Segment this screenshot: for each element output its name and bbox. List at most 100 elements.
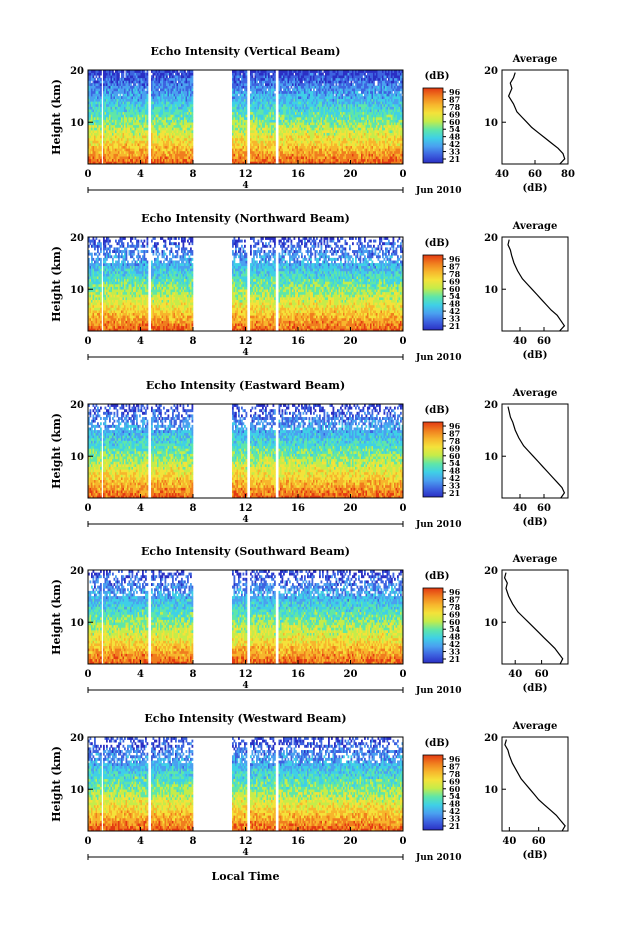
colorbar-tick-label: 96 [449, 87, 461, 97]
colorbar [422, 87, 444, 164]
y-tick-label: 10 [70, 285, 84, 296]
panel-1: Echo Intensity (Vertical Beam) 20 10 Height… [50, 45, 575, 196]
colorbar-tick-label: 48 [449, 466, 461, 476]
colorbar [422, 254, 444, 331]
y-tick-label: 20 [70, 66, 84, 77]
date-label: Jun 2010 [415, 353, 462, 363]
panel-3: Echo Intensity (Eastward Beam) 20 10 Height… [50, 379, 569, 530]
avg-y-tick-label: 10 [484, 118, 498, 129]
colorbar-tick-label: 54 [449, 458, 461, 468]
x-tick-label: 16 [291, 669, 305, 680]
average-x-label: (dB) [523, 683, 548, 694]
avg-x-tick-label: 40 [508, 669, 522, 680]
colorbar-tick-label: 69 [449, 609, 461, 619]
day-label: 4 [242, 681, 248, 691]
average-title: Average [512, 721, 558, 732]
colorbar-tick-label: 60 [449, 117, 461, 127]
x-tick-label: 4 [137, 669, 144, 680]
x-tick-label: 20 [344, 503, 358, 514]
avg-y-tick-label: 20 [484, 233, 498, 244]
heatmap [88, 70, 404, 165]
colorbar-tick-label: 54 [449, 124, 461, 134]
x-tick-label: 8 [190, 169, 197, 180]
avg-y-tick-label: 10 [484, 285, 498, 296]
x-tick-label: 12 [239, 669, 253, 680]
x-tick-label: 0 [400, 169, 407, 180]
heatmap [88, 237, 404, 332]
average-profile-line [507, 406, 566, 499]
avg-x-tick-label: 60 [532, 836, 546, 847]
colorbar-tick-label: 42 [449, 139, 460, 149]
colorbar-tick-label: 21 [449, 821, 460, 831]
colorbar-tick-label: 96 [449, 421, 461, 431]
y-tick-label: 20 [70, 233, 84, 244]
colorbar-tick-label: 60 [449, 451, 461, 461]
date-label: Jun 2010 [415, 520, 462, 530]
colorbar-unit: (dB) [425, 405, 450, 416]
colorbar-tick-label: 54 [449, 791, 461, 801]
average-profile-line [507, 72, 566, 165]
colorbar-tick-label: 60 [449, 284, 461, 294]
panel-5: Echo Intensity (Westward Beam) 20 10 Height… [50, 712, 569, 863]
x-tick-label: 0 [400, 836, 407, 847]
colorbar [422, 421, 444, 498]
x-tick-label: 8 [190, 669, 197, 680]
colorbar-tick-label: 96 [449, 587, 461, 597]
colorbar-tick-label: 87 [449, 261, 460, 271]
colorbar-tick-label: 21 [449, 654, 460, 664]
avg-y-tick-label: 10 [484, 785, 498, 796]
colorbar-tick-label: 33 [449, 814, 461, 824]
colorbar-tick-label: 42 [449, 806, 460, 816]
colorbar-tick-label: 96 [449, 254, 461, 264]
avg-y-tick-label: 20 [484, 566, 498, 577]
date-label: Jun 2010 [415, 686, 462, 696]
colorbar-tick-label: 21 [449, 321, 460, 331]
average-frame [501, 569, 569, 665]
day-label: 4 [242, 848, 248, 858]
colorbar-unit: (dB) [425, 71, 450, 82]
colorbar-tick-label: 54 [449, 291, 461, 301]
x-tick-label: 0 [85, 169, 92, 180]
heatmap [88, 737, 404, 832]
colorbar-tick-label: 33 [449, 147, 461, 157]
y-tick-label: 10 [70, 618, 84, 629]
average-title: Average [512, 54, 558, 65]
colorbar-tick-label: 21 [449, 154, 460, 164]
panel-title: Echo Intensity (Northward Beam) [141, 212, 350, 225]
x-tick-label: 20 [344, 336, 358, 347]
x-tick-label: 0 [85, 669, 92, 680]
colorbar-tick-label: 69 [449, 776, 461, 786]
colorbar-tick-label: 42 [449, 473, 460, 483]
colorbar-unit: (dB) [425, 738, 450, 749]
x-tick-label: 12 [239, 336, 253, 347]
average-frame [501, 403, 569, 499]
panel-4: Echo Intensity (Southward Beam) 20 10 Heigh… [50, 545, 569, 696]
colorbar-tick-label: 69 [449, 276, 461, 286]
colorbar-tick-label: 48 [449, 132, 461, 142]
x-tick-label: 16 [291, 836, 305, 847]
colorbar-unit: (dB) [425, 238, 450, 249]
average-x-label: (dB) [523, 850, 548, 861]
colorbar-tick-label: 69 [449, 443, 461, 453]
y-axis-label: Height (km) [50, 746, 63, 822]
avg-x-tick-label: 60 [535, 669, 549, 680]
y-tick-label: 10 [70, 785, 84, 796]
day-label: 4 [242, 515, 248, 525]
x-tick-label: 4 [137, 503, 144, 514]
x-tick-label: 12 [239, 169, 253, 180]
colorbar [422, 587, 444, 664]
panel-2: Echo Intensity (Northward Beam) 20 10 Heigh… [50, 212, 569, 363]
day-label: 4 [242, 181, 248, 191]
average-title: Average [512, 221, 558, 232]
x-tick-label: 12 [239, 836, 253, 847]
y-tick-label: 20 [70, 733, 84, 744]
x-tick-label: 0 [85, 836, 92, 847]
x-axis-label: Local Time [212, 870, 280, 883]
average-x-label: (dB) [523, 517, 548, 528]
x-tick-label: 4 [137, 836, 144, 847]
colorbar-tick-label: 48 [449, 299, 461, 309]
average-frame [501, 736, 569, 832]
y-axis-label: Height (km) [50, 413, 63, 489]
x-tick-label: 16 [291, 336, 305, 347]
y-tick-label: 10 [70, 452, 84, 463]
